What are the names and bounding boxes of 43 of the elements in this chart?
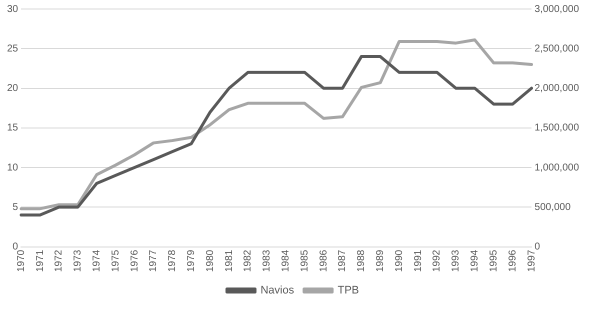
x-tick-label: 1971	[34, 249, 46, 272]
y2-tick-label: 1,000,000	[534, 162, 580, 174]
x-tick-label: 1979	[186, 249, 198, 272]
y2-tick-label: 1,500,000	[534, 122, 580, 134]
y-tick-label: 20	[7, 83, 19, 94]
legend-label: Navios	[260, 284, 295, 297]
y2-tick-label: 500,000	[534, 202, 572, 213]
x-tick-label: 1997	[526, 249, 538, 272]
x-tick-label: 1981	[224, 249, 235, 272]
x-tick-label: 1993	[450, 249, 462, 272]
x-tick-label: 1990	[394, 249, 405, 272]
y-tick-label: 25	[7, 43, 19, 54]
x-tick-label: 1994	[470, 249, 481, 272]
x-tick-label: 1986	[318, 249, 330, 272]
x-tick-label: 1977	[148, 249, 160, 272]
x-tick-label: 1988	[356, 249, 368, 272]
y2-tick-label: 2,500,000	[534, 43, 580, 54]
x-tick-label: 1972	[54, 249, 65, 272]
y2-tick-label: 0	[534, 242, 541, 253]
legend-label: TPB	[338, 284, 360, 297]
x-tick-label: 1974	[91, 249, 102, 272]
x-tick-label: 1989	[375, 249, 386, 272]
x-tick-label: 1983	[262, 249, 273, 272]
x-tick-label: 1978	[167, 249, 178, 272]
x-tick-label: 1985	[299, 249, 310, 272]
x-tick-label: 1991	[412, 249, 424, 272]
x-tick-label: 1982	[242, 249, 254, 272]
x-tick-label: 1975	[110, 249, 122, 272]
x-tick-label: 1987	[337, 249, 348, 272]
y2-tick-label: 2,000,000	[534, 83, 580, 94]
y-tick-label: 10	[7, 162, 19, 174]
y-tick-label: 30	[7, 4, 19, 15]
x-tick-label: 1980	[204, 249, 216, 272]
x-tick-label: 1973	[72, 249, 84, 272]
y-tick-label: 5	[12, 202, 19, 213]
x-tick-label: 1992	[432, 249, 443, 272]
x-tick-label: 1970	[16, 249, 27, 272]
x-tick-label: 1976	[129, 249, 140, 272]
x-tick-label: 1995	[488, 249, 500, 272]
x-tick-label: 1996	[507, 249, 518, 272]
y2-tick-label: 3,000,000	[534, 4, 580, 15]
x-tick-label: 1984	[280, 249, 292, 272]
y-tick-label: 15	[7, 122, 19, 134]
